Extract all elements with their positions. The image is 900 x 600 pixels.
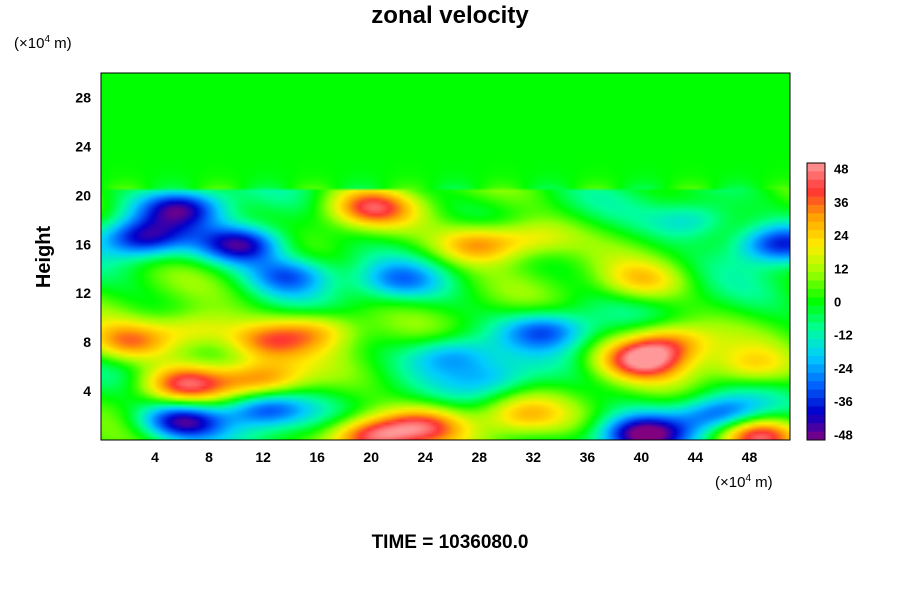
colorbar-band [807,280,825,290]
x-tick-label: 28 [471,449,487,465]
y-axis: 4 8 12 16 20 24 28 [75,89,91,399]
x-tick-label: 4 [151,449,159,465]
colorbar-band [807,356,825,365]
colorbar-band [807,204,825,214]
colorbar-tick-label: -36 [834,394,853,409]
x-tick-label: 48 [742,449,758,465]
colorbar-tick-label: 24 [834,228,849,243]
colorbar-band [807,230,825,240]
y-tick-label: 16 [75,236,91,252]
colorbar-tick-label: 12 [834,261,848,276]
x-tick-label: 32 [526,449,542,465]
plot-frame [100,72,791,441]
y-axis-label: Height [33,226,55,289]
colorbar-band [807,213,825,223]
colorbar-band [807,381,825,391]
colorbar-band [807,288,825,298]
colorbar-band [807,171,825,181]
x-tick-label: 12 [255,449,271,465]
colorbar-band [807,238,825,248]
colorbar-band [807,364,825,374]
y-axis-unit: (×104 m) [14,34,72,52]
y-tick-label: 20 [75,187,91,203]
heatmap-field [101,73,790,440]
x-tick-label: 16 [309,449,325,465]
y-tick-label: 12 [75,285,91,301]
x-tick-label: 36 [580,449,596,465]
colorbar-band [807,431,825,441]
colorbar-band [807,314,825,323]
colorbar-band [807,406,825,416]
colorbar-band [807,221,825,231]
colorbar-band [807,347,825,357]
x-axis: 4 8 12 16 20 24 28 32 36 40 44 48 [151,449,757,465]
x-tick-label: 44 [688,449,704,465]
x-tick-label: 24 [417,449,433,465]
x-tick-label: 20 [363,449,379,465]
colorbar-band [807,339,825,349]
y-tick-label: 24 [75,138,91,154]
colorbar: 48 36 24 12 0 -12 -24 -36 -48 [806,162,854,442]
colorbar-band [807,305,825,315]
x-axis-unit: (×104 m) [715,473,773,491]
colorbar-tick-label: -24 [834,361,854,376]
colorbar-band [807,398,825,407]
colorbar-band [807,196,825,206]
colorbar-band [807,330,825,340]
colorbar-tick-label: 36 [834,195,848,210]
colorbar-tick-label: -12 [834,328,853,343]
colorbar-band [807,423,825,433]
colorbar-band [807,322,825,332]
colorbar-frame [806,162,826,441]
y-tick-label: 4 [83,383,91,399]
colorbar-band [807,372,825,382]
colorbar-band [807,246,825,256]
colorbar-band [807,163,825,172]
colorbar-band [807,179,825,189]
y-tick-label: 8 [83,334,91,350]
colorbar-band [807,389,825,399]
chart-title: zonal velocity [371,2,529,29]
y-tick-label: 28 [75,89,91,105]
colorbar-band [807,272,825,282]
colorbar-tick-label: 48 [834,162,848,177]
plot-area [100,72,791,441]
colorbar-tick-label: -48 [834,427,853,442]
x-tick-label: 40 [634,449,650,465]
colorbar-tick-label: 0 [834,295,841,310]
colorbar-band [807,297,825,307]
colorbar-band [807,414,825,424]
x-tick-label: 8 [205,449,213,465]
colorbar-band [807,188,825,198]
colorbar-band [807,263,825,273]
time-label: TIME = 1036080.0 [371,532,529,553]
colorbar-band [807,255,825,265]
